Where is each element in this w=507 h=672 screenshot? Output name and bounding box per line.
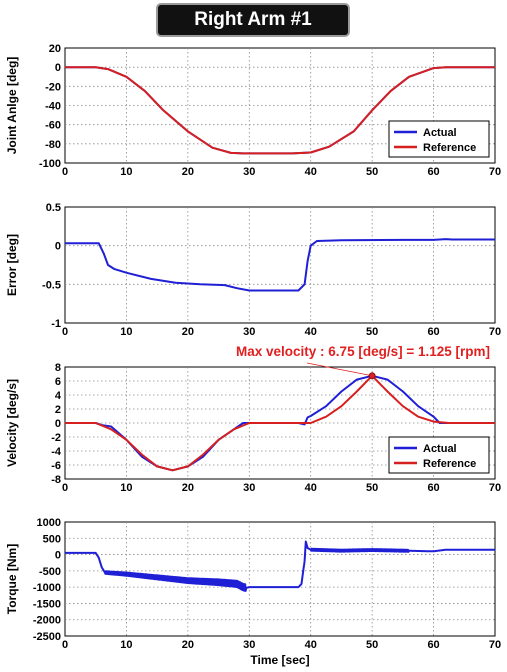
x-tick-label: 20 — [182, 482, 194, 494]
legend: Actual Reference — [388, 120, 490, 158]
y-axis-label: Velocity [deg/s] — [5, 379, 19, 467]
y-tick-label: -4 — [51, 446, 62, 458]
y-tick-label: -500 — [39, 566, 61, 578]
y-tick-label: -20 — [45, 81, 61, 93]
max-velocity-annotation: Max velocity : 6.75 [deg/s] = 1.125 [rpm… — [236, 344, 490, 359]
x-tick-label: 0 — [62, 482, 68, 494]
y-tick-label: 0.5 — [46, 202, 61, 214]
x-tick-label: 0 — [62, 166, 68, 178]
chart-panel-2: 0 10 20 30 40 50 60 70 0.5 0 -0.5 -1 Error [deg] — [5, 202, 501, 338]
annotation-leader-line — [306, 362, 373, 377]
y-tick-label: -2 — [51, 432, 61, 444]
x-tick-label: 40 — [305, 639, 317, 651]
x-tick-label: 30 — [243, 639, 255, 651]
chart-title: Right Arm #1 — [158, 5, 348, 35]
y-tick-label: -80 — [45, 139, 61, 151]
y-tick-label: -1500 — [33, 598, 61, 610]
y-axis-label: Torque [Nm] — [5, 544, 19, 614]
x-tick-label: 0 — [62, 326, 68, 338]
x-tick-label: 30 — [243, 326, 255, 338]
legend-label-reference: Reference — [423, 142, 476, 154]
x-tick-label: 70 — [489, 482, 501, 494]
x-tick-label: 10 — [120, 326, 132, 338]
x-tick-label: 60 — [427, 482, 439, 494]
legend: Actual Reference — [388, 436, 490, 474]
x-tick-label: 10 — [120, 639, 132, 651]
y-tick-label: -1000 — [33, 582, 61, 594]
max-point-marker — [368, 372, 376, 380]
series-line-actual — [65, 540, 495, 592]
x-axis-label: Time [sec] — [250, 653, 309, 667]
x-tick-label: 50 — [366, 639, 378, 651]
x-tick-label: 30 — [243, 166, 255, 178]
y-tick-label: -40 — [45, 101, 61, 113]
y-tick-label: 1000 — [37, 517, 61, 529]
x-tick-label: 40 — [305, 166, 317, 178]
y-tick-label: -0.5 — [42, 279, 61, 291]
x-tick-label: 70 — [489, 166, 501, 178]
x-tick-label: 60 — [427, 639, 439, 651]
x-tick-label: 10 — [120, 482, 132, 494]
y-axis-label: Joint Anlge [deg] — [5, 57, 19, 155]
y-tick-label: -1 — [51, 318, 61, 330]
y-tick-label: 0 — [55, 550, 61, 562]
x-tick-label: 20 — [182, 166, 194, 178]
x-tick-label: 20 — [182, 639, 194, 651]
x-tick-label: 50 — [366, 482, 378, 494]
legend-label-actual: Actual — [423, 443, 457, 455]
x-tick-label: 0 — [62, 639, 68, 651]
y-tick-label: 0 — [55, 418, 61, 430]
x-tick-label: 30 — [243, 482, 255, 494]
x-tick-label: 40 — [305, 326, 317, 338]
y-tick-label: -6 — [51, 460, 61, 472]
y-tick-label: 4 — [55, 390, 62, 402]
series-line-reference — [65, 374, 495, 472]
y-tick-label: 6 — [55, 376, 61, 388]
y-tick-label: -8 — [51, 474, 61, 486]
x-tick-label: 70 — [489, 639, 501, 651]
series-line-reference — [65, 66, 495, 155]
y-tick-label: 20 — [49, 43, 61, 55]
plot-area — [64, 206, 496, 324]
legend-box — [388, 436, 490, 474]
x-tick-label: 50 — [366, 166, 378, 178]
x-tick-label: 20 — [182, 326, 194, 338]
plot-area — [64, 521, 496, 637]
y-tick-label: 2 — [55, 404, 61, 416]
y-tick-label: -2000 — [33, 615, 61, 627]
x-tick-label: 60 — [427, 326, 439, 338]
x-tick-label: 70 — [489, 326, 501, 338]
y-axis-label: Error [deg] — [5, 234, 19, 296]
y-tick-label: 0 — [55, 62, 61, 74]
y-tick-label: 0 — [55, 241, 61, 253]
chart-panel-4: 0 10 20 30 40 50 60 70 1000 500 0 -500 -1000 -1500 -20… — [5, 517, 501, 667]
x-tick-label: 40 — [305, 482, 317, 494]
chart-panel-1: 0 10 20 30 40 50 60 70 20 0 -20 -40 -60 -80 -100 Joint … — [5, 43, 501, 178]
series-line-actual — [65, 238, 495, 292]
legend-box — [388, 120, 490, 158]
x-tick-label: 10 — [120, 166, 132, 178]
y-tick-label: -100 — [39, 158, 61, 170]
y-tick-label: -60 — [45, 120, 61, 132]
x-tick-label: 60 — [427, 166, 439, 178]
y-tick-label: -2500 — [33, 631, 61, 643]
legend-label-reference: Reference — [423, 458, 476, 470]
legend-label-actual: Actual — [423, 127, 457, 139]
y-tick-label: 500 — [43, 533, 61, 545]
x-tick-label: 50 — [366, 326, 378, 338]
y-tick-label: 8 — [55, 362, 61, 374]
